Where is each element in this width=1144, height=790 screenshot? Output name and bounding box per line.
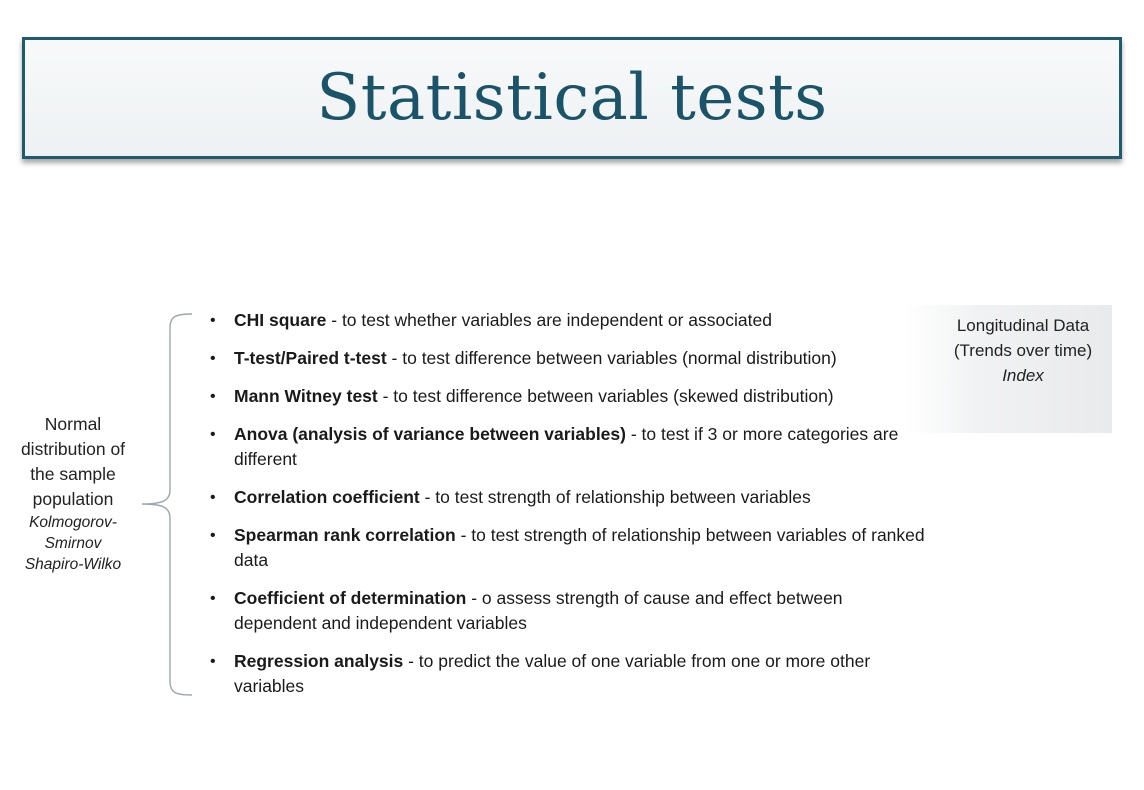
list-item: • Coefficient of determination - o asses… — [210, 586, 930, 636]
bullet-icon: • — [210, 527, 216, 544]
test-name: T-test/Paired t-test — [234, 348, 387, 368]
note-method: Shapiro-Wilko — [24, 556, 122, 573]
list-item: • T-test/Paired t-test - to test differe… — [210, 346, 930, 371]
page-title: Statistical tests — [316, 61, 828, 135]
test-name: Correlation coefficient — [234, 487, 420, 507]
list-item: • CHI square - to test whether variables… — [210, 308, 930, 333]
test-description: - to test difference between variables (… — [386, 348, 837, 368]
test-description: - o assess strength of cause and effect … — [234, 588, 843, 633]
bullet-icon: • — [210, 388, 216, 405]
test-description: - to test strength of relationship betwe… — [419, 487, 811, 507]
bullet-icon: • — [210, 426, 216, 443]
statistical-tests-list: • CHI square - to test whether variables… — [210, 308, 930, 712]
note-line: Normal — [44, 414, 102, 434]
note-method: Smirnov — [44, 535, 102, 552]
curly-brace-icon — [141, 313, 193, 696]
list-item: • Spearman rank correlation - to test st… — [210, 523, 930, 573]
title-banner: Statistical tests — [22, 37, 1122, 159]
trends-label: (Trends over time) — [953, 341, 1093, 360]
note-method: Kolmogorov- — [29, 514, 117, 531]
test-name: Mann Witney test — [234, 386, 378, 406]
bullet-icon: • — [210, 653, 216, 670]
normal-distribution-note: Normal distribution of the sample popula… — [4, 412, 142, 575]
longitudinal-data-note: Longitudinal Data (Trends over time) Ind… — [905, 305, 1112, 433]
test-name: Coefficient of determination — [234, 588, 467, 608]
bullet-icon: • — [210, 590, 216, 607]
test-name: Regression analysis — [234, 651, 404, 671]
test-description: - to test strength of relationship betwe… — [234, 525, 925, 570]
list-item: • Correlation coefficient - to test stre… — [210, 485, 930, 510]
bullet-icon: • — [210, 489, 216, 506]
test-description: - to test if 3 or more categories are di… — [234, 424, 899, 469]
list-item: • Anova (analysis of variance between va… — [210, 422, 930, 472]
list-item: • Mann Witney test - to test difference … — [210, 384, 930, 409]
longitudinal-label: Longitudinal Data — [956, 316, 1090, 335]
test-description: - to predict the value of one variable f… — [234, 651, 871, 696]
list-item: • Regression analysis - to predict the v… — [210, 649, 930, 699]
test-description: - to test difference between variables (… — [377, 386, 834, 406]
index-label: Index — [1002, 366, 1044, 385]
note-line: distribution of — [20, 439, 126, 459]
bullet-icon: • — [210, 350, 216, 367]
test-name: CHI square — [234, 310, 327, 330]
note-line: population — [32, 489, 114, 509]
test-name: Anova (analysis of variance between vari… — [234, 424, 626, 444]
bullet-icon: • — [210, 312, 216, 329]
test-name: Spearman rank correlation — [234, 525, 456, 545]
test-description: - to test whether variables are independ… — [326, 310, 772, 330]
note-line: the sample — [30, 464, 116, 484]
